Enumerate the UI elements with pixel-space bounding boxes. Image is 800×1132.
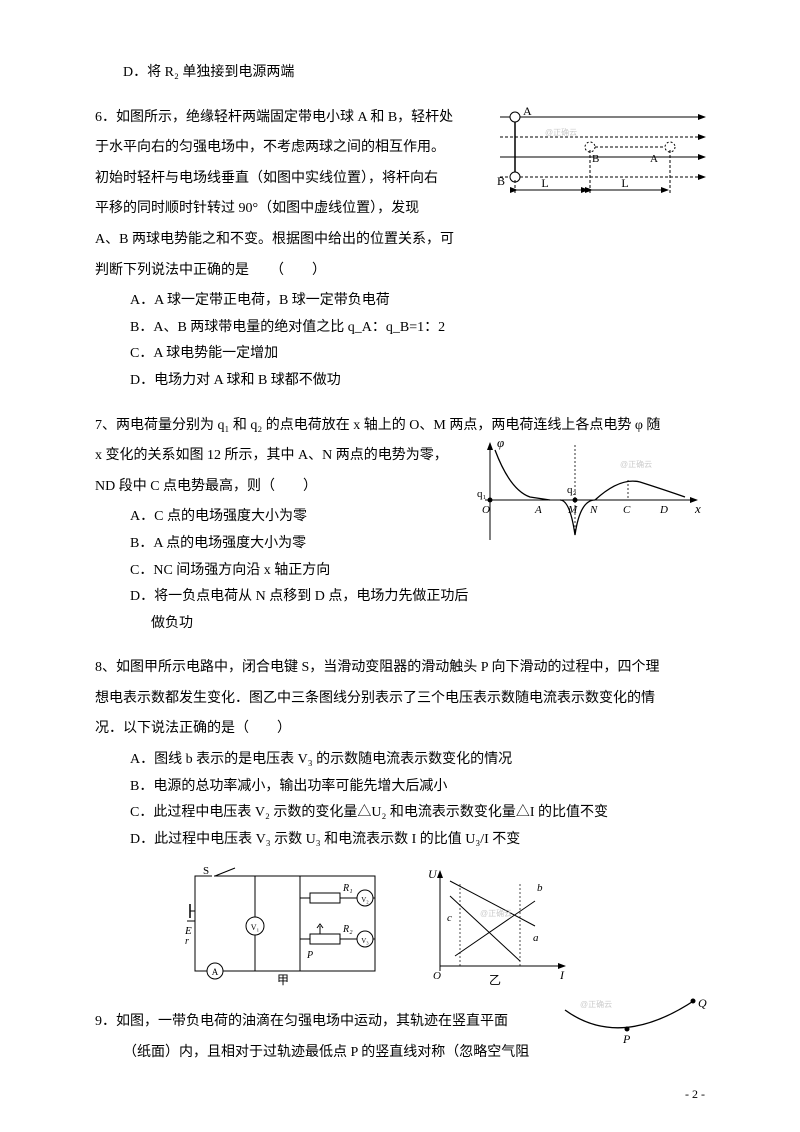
q8: 8、如图甲所示电路中，闭合电键 S，当滑动变阻器的滑动触头 P 向下滑动的过程中… bbox=[95, 655, 705, 853]
q6-c: C．A 球电势能一定增加 bbox=[130, 341, 705, 368]
fig8a-A: A bbox=[212, 967, 219, 977]
fig8b-O: O bbox=[433, 970, 441, 982]
q8-l1: 8、如图甲所示电路中，闭合电键 S，当滑动变阻器的滑动触头 P 向下滑动的过程中… bbox=[95, 655, 705, 682]
fig6-label-B2: B bbox=[592, 153, 599, 165]
q8-a: A．图线 b 表示的是电压表 V₃ 的示数随电流表示数变化的情况 bbox=[130, 747, 705, 774]
q6-b: B．A、B 两球带电量的绝对值之比 q_A：q_B=1：2 bbox=[130, 315, 705, 342]
fig7-q1: q₁ bbox=[477, 488, 487, 500]
fig6-label-A: A bbox=[523, 105, 532, 118]
fig8a-P: P bbox=[306, 950, 313, 961]
q8-l3: 况．以下说法正确的是（ ） bbox=[95, 716, 705, 743]
fig7-M: M bbox=[567, 504, 578, 516]
fig8b-c: c bbox=[447, 912, 452, 924]
fig8b-cap: 乙 bbox=[489, 973, 501, 987]
fig9-wm: @正确云 bbox=[580, 999, 612, 1009]
fig8b-U: U bbox=[428, 867, 438, 881]
fig9-Q: Q bbox=[698, 996, 707, 1010]
fig8b-I: I bbox=[559, 968, 565, 982]
fig7-N: N bbox=[589, 504, 598, 516]
fig8a-V2: V₂ bbox=[361, 896, 369, 904]
fig7-A: A bbox=[534, 504, 542, 516]
fig7-x: x bbox=[694, 501, 701, 516]
fig-q9: P Q @正确云 bbox=[555, 995, 710, 1045]
q8-c: C．此过程中电压表 V₂ 示数的变化量△U₂ 和电流表示数变化量△I 的比值不变 bbox=[130, 800, 705, 827]
fig7-C: C bbox=[623, 504, 631, 516]
fig8a-cap: 甲 bbox=[277, 973, 289, 987]
fig8a-R1: R₁ bbox=[342, 883, 353, 894]
fig7-wm: @正确云 bbox=[620, 459, 652, 469]
fig8a-r: r bbox=[185, 936, 189, 947]
q6-l4: 平移的同时顺时针转过 90°（如图中虚线位置），发现 bbox=[95, 196, 705, 223]
fig6-L2: L bbox=[621, 176, 628, 190]
q6-l5: A、B 两球电势能之和不变。根据图中给出的位置关系，可 bbox=[95, 227, 705, 254]
fig7-D: D bbox=[659, 504, 668, 516]
page-number: - 2 - bbox=[685, 1087, 705, 1102]
fig-q7: φ x q₁ q₂ O A M N C D @正确云 bbox=[475, 435, 705, 550]
q7-d2: 做负功 bbox=[130, 611, 705, 638]
fig7-O: O bbox=[482, 504, 490, 516]
q8-b: B．电源的总功率减小，输出功率可能先增大后减小 bbox=[130, 774, 705, 801]
fig-q8: S E r A V₁ R₁ V₂ P R₂ V₃ 甲 U I O b c a 乙… bbox=[185, 861, 705, 991]
q8-d: D．此过程中电压表 V₃ 示数 U₃ 和电流表示数 I 的比值 U₃/I 不变 bbox=[130, 827, 705, 854]
q8-l2: 想电表示数都发生变化．图乙中三条图线分别表示了三个电压表示数随电流表示数变化的情 bbox=[95, 686, 705, 713]
q6-l6: 判断下列说法中正确的是 （ ） bbox=[95, 258, 705, 285]
fig8b-wm: @正确云 bbox=[480, 908, 512, 918]
q5-option-d: D．将 R₂ 单独接到电源两端 bbox=[95, 60, 705, 87]
q7-d1: D．将一负点电荷从 N 点移到 D 点，电场力先做正功后 bbox=[130, 584, 705, 611]
q7-c: C．NC 间场强方向沿 x 轴正方向 bbox=[130, 558, 705, 585]
fig6-wm: @正确云 bbox=[545, 127, 577, 137]
fig8b-b: b bbox=[537, 882, 543, 894]
fig-q6: A B B A L L @正确云 bbox=[495, 105, 710, 200]
fig6-L1: L bbox=[541, 176, 548, 190]
fig9-P: P bbox=[622, 1032, 631, 1045]
q6-d: D．电场力对 A 球和 B 球都不做功 bbox=[130, 368, 705, 395]
fig8b-a: a bbox=[533, 932, 539, 944]
fig7-phi: φ bbox=[497, 435, 504, 450]
fig6-label-A2: A bbox=[650, 153, 658, 165]
fig8a-S: S bbox=[203, 865, 209, 877]
fig6-label-B: B bbox=[497, 174, 505, 188]
q6-a: A．A 球一定带正电荷，B 球一定带负电荷 bbox=[130, 288, 705, 315]
fig8a-V3: V₃ bbox=[361, 937, 369, 945]
fig8a-R2: R₂ bbox=[342, 924, 353, 935]
fig8a-V1: V₁ bbox=[251, 923, 260, 932]
